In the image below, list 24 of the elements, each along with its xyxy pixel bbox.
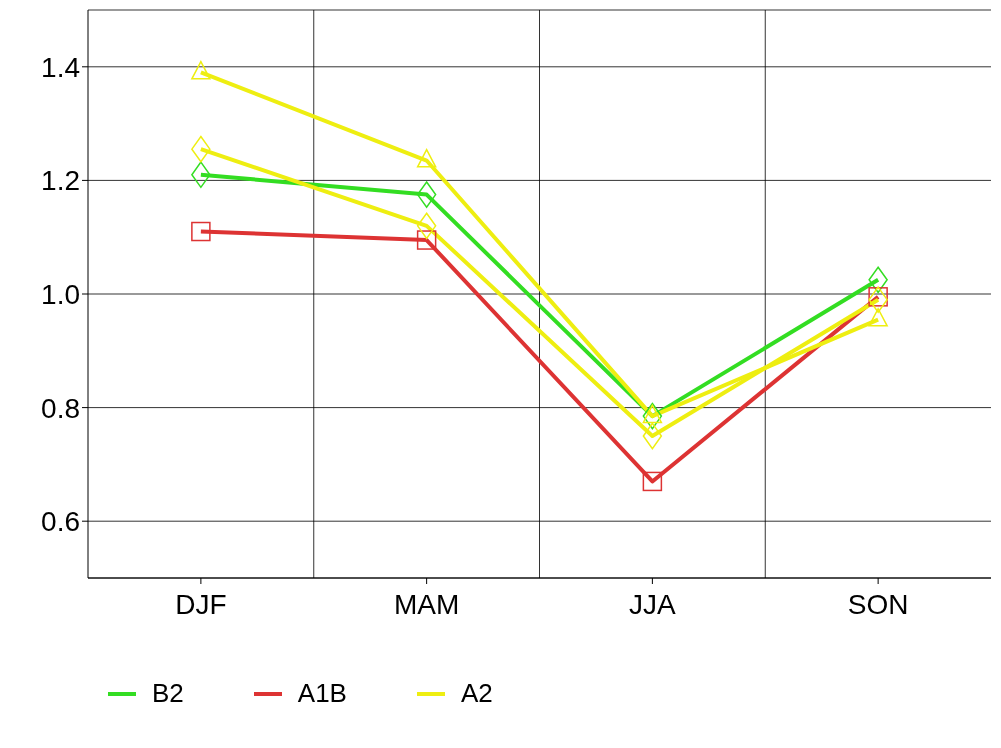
y-tick-label: 1.4 bbox=[41, 51, 80, 83]
legend-label: B2 bbox=[152, 678, 184, 709]
point bbox=[868, 287, 888, 307]
point bbox=[416, 181, 437, 208]
point bbox=[642, 422, 663, 450]
point bbox=[642, 471, 663, 492]
point bbox=[191, 135, 211, 163]
x-tick-label: SON bbox=[847, 588, 909, 620]
y-tick-label: 0.8 bbox=[41, 392, 80, 424]
point bbox=[642, 402, 663, 430]
x-tick-label: DJF bbox=[175, 588, 227, 620]
legend-label: A2 bbox=[460, 678, 493, 709]
point bbox=[191, 221, 211, 242]
y-tick-label: 0.6 bbox=[41, 506, 80, 538]
point bbox=[868, 286, 888, 314]
point bbox=[868, 266, 888, 294]
point bbox=[416, 212, 437, 240]
point bbox=[416, 230, 437, 250]
x-tick-label: MAM bbox=[393, 588, 460, 620]
y-tick-label: 1.0 bbox=[41, 278, 80, 310]
x-tick-label: JJA bbox=[629, 588, 677, 620]
legend-label: A1B bbox=[297, 678, 347, 709]
y-tick-label: 1.2 bbox=[41, 165, 80, 197]
point bbox=[191, 161, 211, 189]
